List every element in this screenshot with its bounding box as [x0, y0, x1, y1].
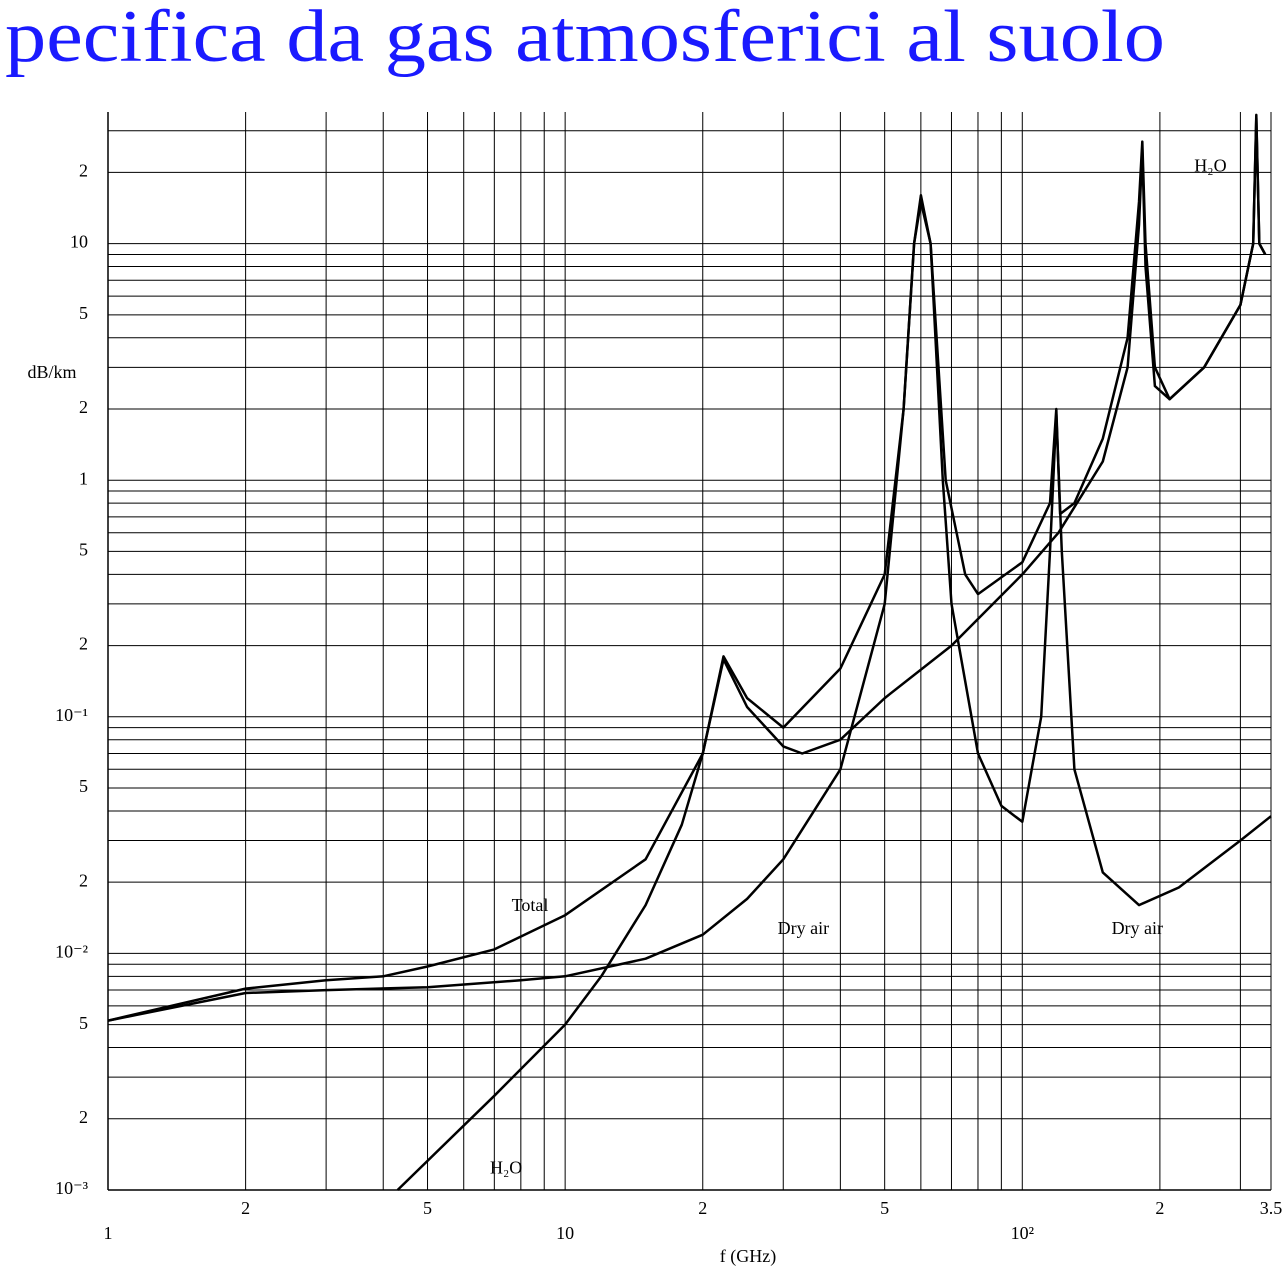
x-tick-label: 5: [880, 1198, 889, 1218]
x-tick-label: 1: [104, 1223, 113, 1243]
annotation: H₂O: [1194, 156, 1226, 176]
y-tick-label: 2: [79, 634, 88, 654]
y-tick-label: 5: [79, 540, 88, 560]
plot-area: [108, 113, 1272, 1191]
y-tick-label: 2: [79, 1107, 88, 1127]
y-tick-label: 2: [79, 161, 88, 181]
y-tick-label: 10⁻¹: [55, 705, 88, 725]
y-tick-label: 1: [79, 468, 88, 488]
curve: [108, 113, 1267, 1022]
annotation: Dry air: [1112, 918, 1163, 938]
x-tick-label: 2: [698, 1198, 707, 1218]
y-tick-label: 2: [79, 397, 88, 417]
curve: [396, 116, 1267, 1191]
y-tick-label: 5: [79, 1013, 88, 1033]
x-tick-label: 2: [1155, 1198, 1164, 1218]
y-tick-label: 5: [79, 303, 88, 323]
y-axis-label: dB/km: [27, 362, 76, 382]
y-tick-label: 5: [79, 776, 88, 796]
y-tick-label: 10⁻²: [55, 942, 88, 962]
annotation: Total: [512, 895, 549, 915]
x-tick-label: 10²: [1011, 1223, 1034, 1243]
x-axis-label: f (GHz): [720, 1246, 776, 1267]
annotation: H₂O: [490, 1158, 522, 1178]
x-tick-label: 3.5: [1260, 1198, 1283, 1218]
y-tick-label: 10: [70, 232, 88, 252]
y-tick-label: 2: [79, 870, 88, 890]
y-tick-label: 10⁻³: [55, 1178, 89, 1198]
x-tick-label: 2: [241, 1198, 250, 1218]
x-tick-label: 10: [556, 1223, 574, 1243]
annotation: Dry air: [778, 918, 829, 938]
x-tick-label: 5: [423, 1198, 432, 1218]
chart-title: pecifica da gas atmosferici al suolo: [5, 0, 1165, 78]
curve: [108, 200, 1272, 1022]
